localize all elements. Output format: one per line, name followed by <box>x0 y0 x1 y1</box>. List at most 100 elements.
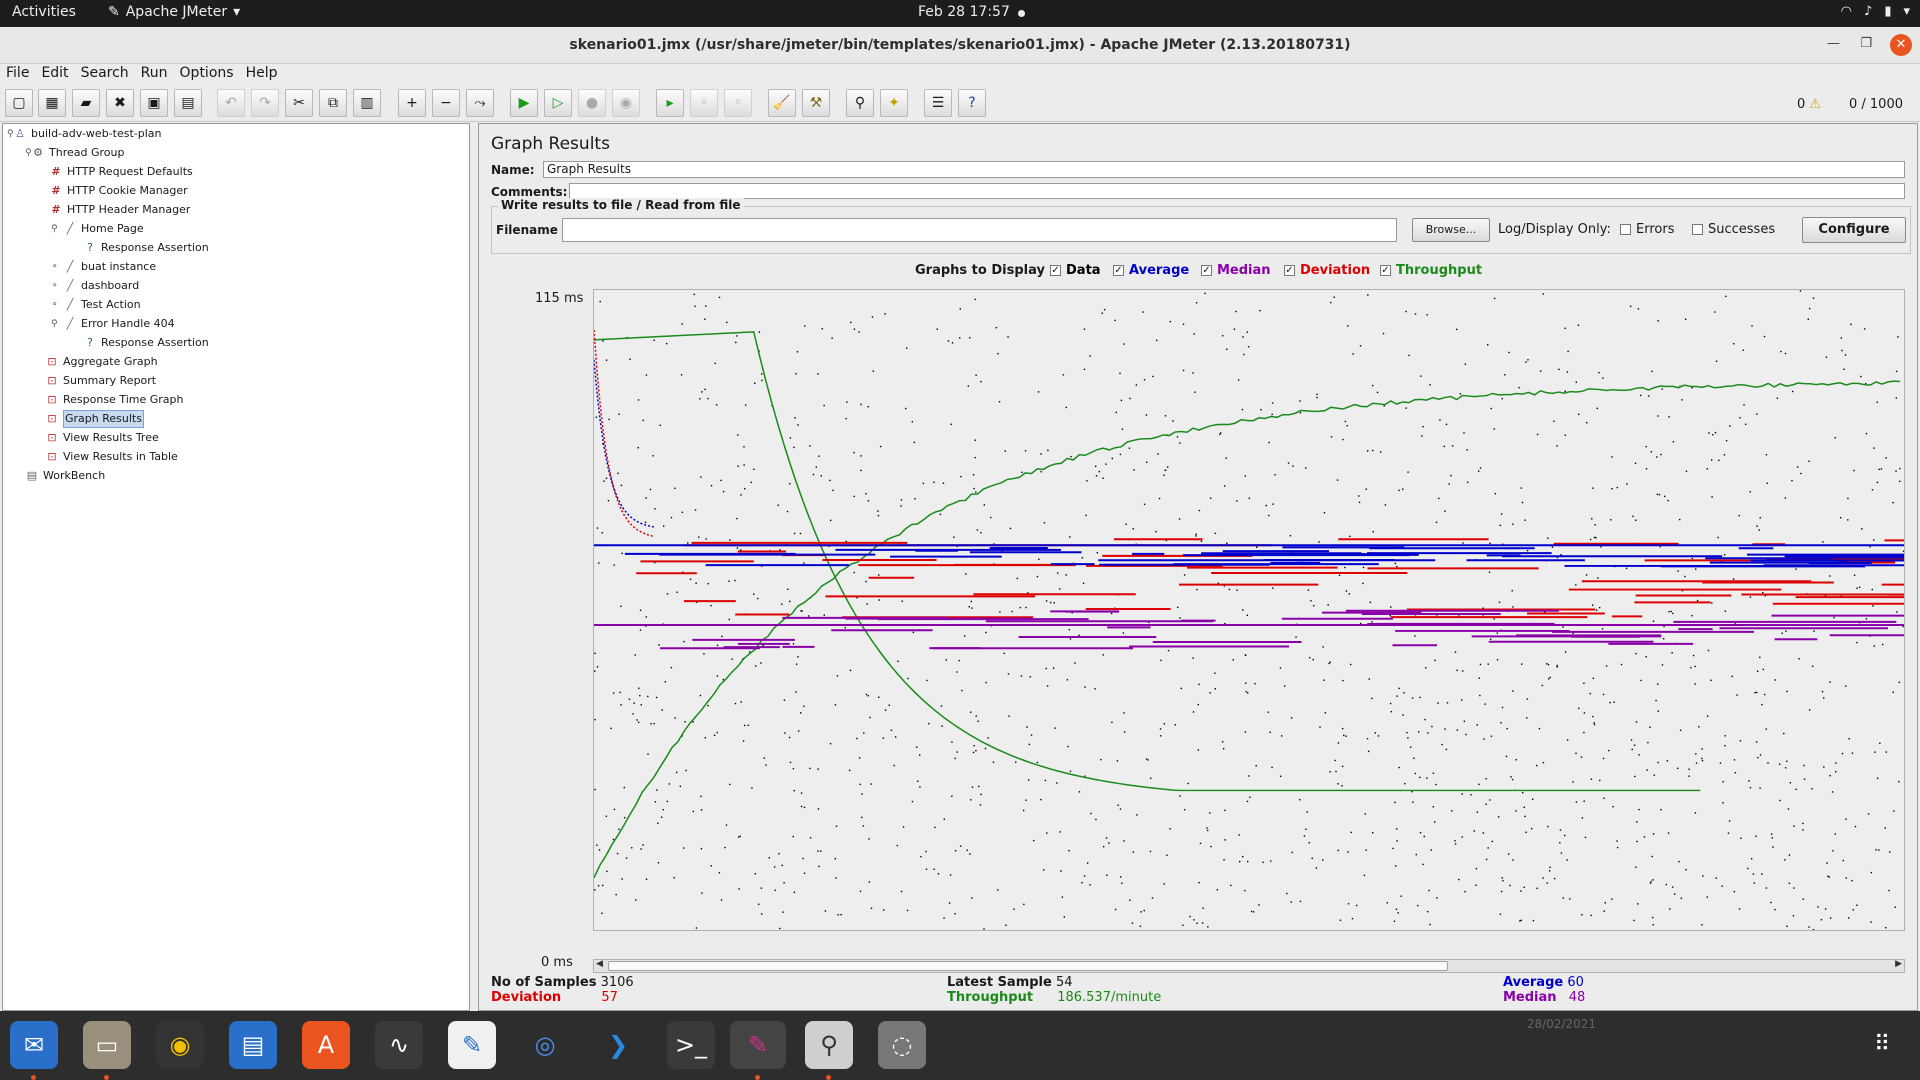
deviation-line <box>594 329 1904 619</box>
clock[interactable]: Feb 28 17:57 <box>918 4 1010 20</box>
tree-node[interactable]: ⚬ ╱ dashboard <box>51 279 140 292</box>
comments-input[interactable] <box>569 183 1905 199</box>
close-file-icon[interactable]: ✖ <box>106 89 134 117</box>
tree-node[interactable]: ⚲ ╱ Error Handle 404 <box>51 317 175 330</box>
filename-input[interactable] <box>562 218 1397 242</box>
name-input[interactable]: Graph Results <box>543 161 1905 178</box>
tree-node[interactable]: ? Response Assertion <box>83 240 209 256</box>
data-point <box>1892 501 1894 504</box>
remote-stop-icon[interactable]: ◦ <box>690 89 718 117</box>
rhythmbox-icon[interactable]: ◉ <box>156 1021 204 1069</box>
tree-node[interactable]: ▤ WorkBench <box>25 468 105 484</box>
data-point <box>1198 683 1200 686</box>
maximize-icon[interactable]: ❐ <box>1860 36 1872 51</box>
chromium-icon[interactable]: ◎ <box>521 1021 569 1069</box>
minimize-icon[interactable]: — <box>1827 36 1840 51</box>
menu-options[interactable]: Options <box>179 65 234 81</box>
tree-node[interactable]: ⊡ Response Time Graph <box>45 392 183 408</box>
app-menu[interactable]: ✎ Apache JMeter ▾ <box>108 4 240 20</box>
tree-node[interactable]: ⚲ ╱ Home Page <box>51 222 144 235</box>
data-point <box>1835 770 1837 773</box>
undo-icon[interactable]: ↶ <box>217 89 245 117</box>
tree-node[interactable]: ⚲ ⚙ Thread Group <box>25 146 125 159</box>
graph-horizontal-scrollbar[interactable]: ◀ ▶ <box>593 959 1905 973</box>
menu-help[interactable]: Help <box>245 65 278 81</box>
start-no-timers-icon[interactable]: ▷ <box>544 89 572 117</box>
tree-node[interactable]: ? Response Assertion <box>83 335 209 351</box>
copy-icon[interactable]: ⧉ <box>319 89 347 117</box>
throughput-checkbox[interactable]: ✓ Throughput <box>1380 263 1482 278</box>
browse-button[interactable]: Browse... <box>1412 218 1490 242</box>
deviation-checkbox[interactable]: ✓ Deviation <box>1284 263 1370 278</box>
paste-icon[interactable]: ▥ <box>353 89 381 117</box>
warning-count[interactable]: 0 ⚠ <box>1797 97 1821 112</box>
configure-button[interactable]: Configure <box>1802 217 1906 243</box>
tree-node[interactable]: # HTTP Header Manager <box>49 202 190 218</box>
successes-checkbox[interactable]: Successes <box>1692 222 1775 237</box>
vscode-icon[interactable]: ❯ <box>594 1021 642 1069</box>
app-grid-icon[interactable]: ⠿ <box>1873 1032 1891 1057</box>
checkmark-icon: ✓ <box>1050 265 1061 276</box>
templates-icon[interactable]: ▦ <box>38 89 66 117</box>
shutdown-icon[interactable]: ◉ <box>612 89 640 117</box>
scroll-left-icon[interactable]: ◀ <box>596 959 603 969</box>
median-checkbox[interactable]: ✓ Median <box>1201 263 1271 278</box>
data-point <box>1307 589 1310 591</box>
tree-node[interactable]: ⊡ View Results Tree <box>45 430 158 446</box>
scrollbar-thumb[interactable] <box>608 961 1448 971</box>
software-icon[interactable]: A <box>302 1021 350 1069</box>
menu-run[interactable]: Run <box>140 65 168 81</box>
open-icon[interactable]: ▰ <box>72 89 100 117</box>
data-point <box>1086 480 1088 482</box>
menu-file[interactable]: File <box>6 65 30 81</box>
data-point <box>1219 433 1221 436</box>
expand-all-icon[interactable]: + <box>398 89 426 117</box>
help-icon[interactable]: ? <box>958 89 986 117</box>
terminal-icon[interactable]: >_ <box>667 1021 715 1069</box>
scroll-right-icon[interactable]: ▶ <box>1895 959 1902 969</box>
toggle-icon[interactable]: ⤳ <box>466 89 494 117</box>
system-monitor-icon[interactable]: ∿ <box>375 1021 423 1069</box>
average-checkbox[interactable]: ✓ Average <box>1113 263 1189 278</box>
save-icon[interactable]: ▣ <box>140 89 168 117</box>
disk-utility-icon[interactable]: ◌ <box>878 1021 926 1069</box>
tree-node[interactable]: ⊡ View Results in Table <box>45 449 177 465</box>
tree-node[interactable]: ⊡ Aggregate Graph <box>45 354 157 370</box>
writer-icon[interactable]: ▤ <box>229 1021 277 1069</box>
files-icon[interactable]: ▭ <box>83 1021 131 1080</box>
remote-shutdown-icon[interactable]: ◦ <box>724 89 752 117</box>
collapse-all-icon[interactable]: − <box>432 89 460 117</box>
tree-node[interactable]: ⚬ ╱ buat instance <box>51 260 157 273</box>
errors-checkbox[interactable]: Errors <box>1620 222 1674 237</box>
activities-button[interactable]: Activities <box>12 4 76 20</box>
function-helper-icon[interactable]: ☰ <box>924 89 952 117</box>
jmeter-feather-icon[interactable]: ✎ <box>730 1021 786 1080</box>
tree-node[interactable]: ⊡ Summary Report <box>45 373 156 389</box>
stop-icon[interactable]: ● <box>578 89 606 117</box>
tree-node[interactable]: # HTTP Request Defaults <box>49 164 192 180</box>
save-as-icon[interactable]: ▤ <box>174 89 202 117</box>
reset-search-icon[interactable]: ✦ <box>880 89 908 117</box>
close-icon[interactable]: ✕ <box>1890 34 1912 56</box>
text-editor-icon[interactable]: ✎ <box>448 1021 496 1069</box>
tree-node[interactable]: ⚬ ╱ Test Action <box>51 298 141 311</box>
cut-icon[interactable]: ✂ <box>285 89 313 117</box>
system-tray[interactable]: ◠ ♪ ▮ ▾ <box>1841 4 1910 19</box>
remote-start-icon[interactable]: ▸ <box>656 89 684 117</box>
image-viewer-icon[interactable]: ⚲ <box>805 1021 853 1080</box>
menu-search[interactable]: Search <box>80 65 129 81</box>
redo-icon[interactable]: ↷ <box>251 89 279 117</box>
thunderbird-icon[interactable]: ✉ <box>10 1021 58 1080</box>
clear-all-icon[interactable]: ⚒ <box>802 89 830 117</box>
tree-node[interactable]: # HTTP Cookie Manager <box>49 183 187 199</box>
data-checkbox[interactable]: ✓ Data <box>1050 263 1101 278</box>
search-icon[interactable]: ⚲ <box>846 89 874 117</box>
new-icon[interactable]: ▢ <box>5 89 33 117</box>
menu-edit[interactable]: Edit <box>41 65 69 81</box>
tree-node[interactable]: ⚲ ♙ build-adv-web-test-plan <box>7 127 162 140</box>
clear-icon[interactable]: 🧹 <box>768 89 796 117</box>
data-point <box>1342 438 1344 441</box>
start-icon[interactable]: ▶ <box>510 89 538 117</box>
data-point <box>1749 786 1752 789</box>
tree-node-selected[interactable]: ⊡ Graph Results <box>45 410 144 428</box>
